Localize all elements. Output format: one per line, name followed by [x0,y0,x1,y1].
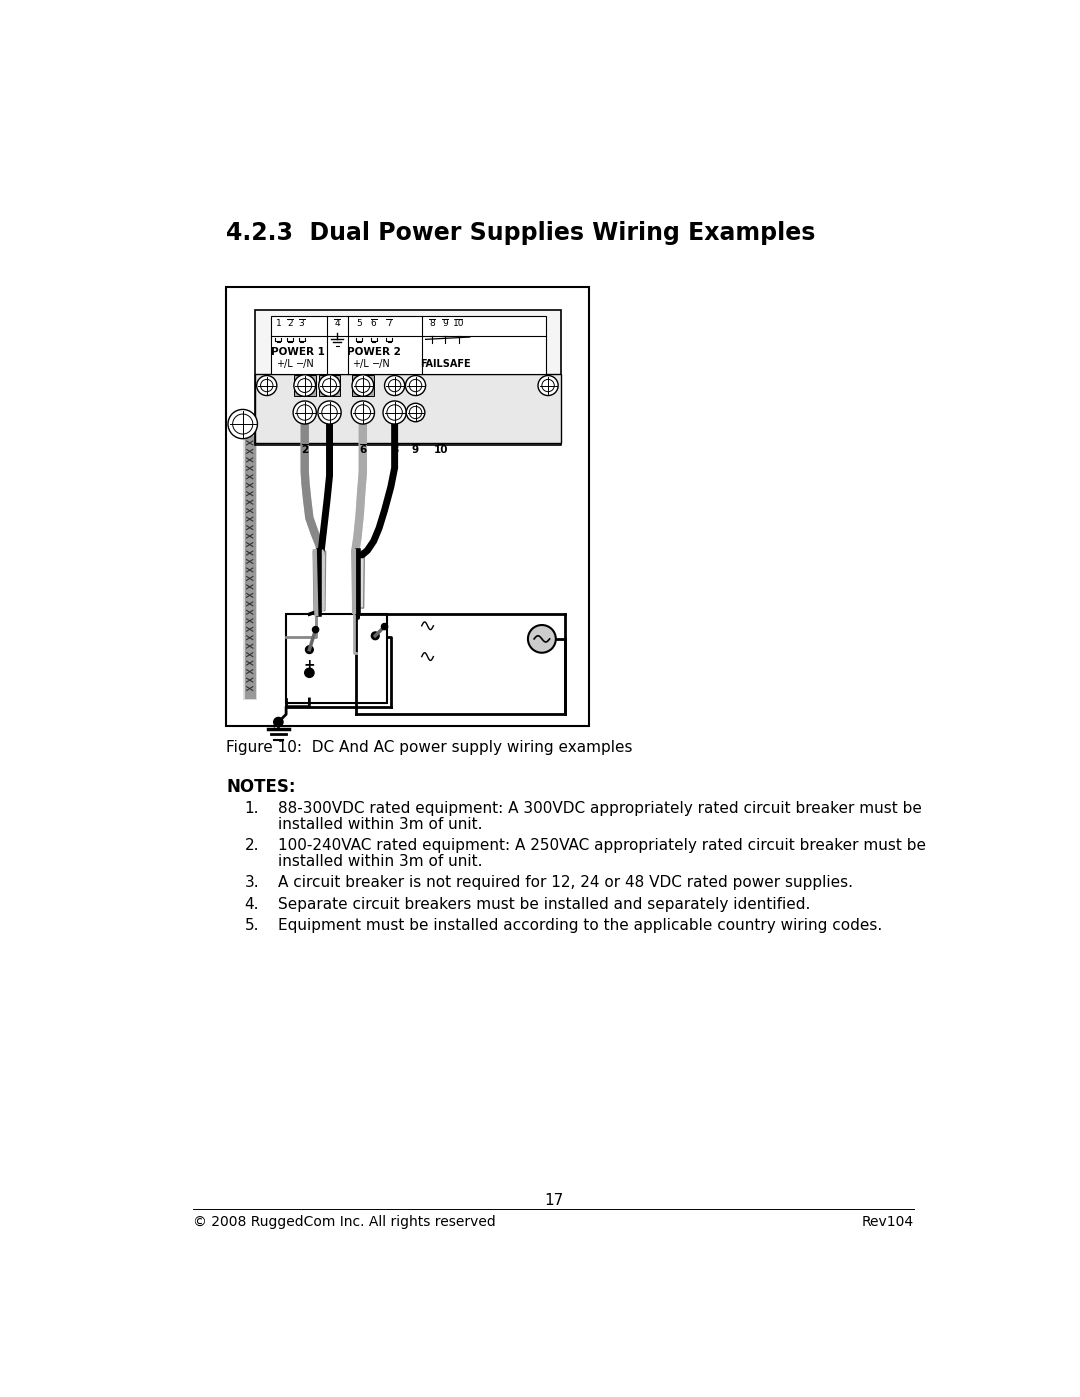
Text: 6: 6 [370,320,377,328]
Circle shape [405,376,426,395]
Circle shape [294,374,315,397]
FancyBboxPatch shape [319,374,340,397]
Text: 2: 2 [287,320,293,328]
Text: 8: 8 [429,320,434,328]
Text: 10: 10 [434,444,448,455]
Text: FAILSAFE: FAILSAFE [420,359,470,369]
Text: 1.: 1. [244,802,259,816]
Text: 4.: 4. [244,897,259,912]
Circle shape [228,409,257,439]
Text: +: + [303,658,315,672]
Text: 7: 7 [387,320,392,328]
Polygon shape [313,550,326,610]
Circle shape [312,627,319,633]
Text: +/L: +/L [276,359,293,369]
Text: 1: 1 [275,320,281,328]
Text: 100-240VAC rated equipment: A 250VAC appropriately rated circuit breaker must be: 100-240VAC rated equipment: A 250VAC app… [279,838,927,854]
Text: Equipment must be installed according to the applicable country wiring codes.: Equipment must be installed according to… [279,918,882,933]
Circle shape [305,668,314,678]
FancyBboxPatch shape [294,374,315,397]
Circle shape [352,374,374,397]
Text: Rev104: Rev104 [862,1215,914,1229]
Text: 5: 5 [356,320,362,328]
Circle shape [384,376,405,395]
Text: POWER 2: POWER 2 [347,346,401,358]
Text: A circuit breaker is not required for 12, 24 or 48 VDC rated power supplies.: A circuit breaker is not required for 12… [279,876,853,890]
Text: 6: 6 [360,444,366,455]
Text: 2: 2 [301,444,309,455]
Text: +/L: +/L [352,359,369,369]
Text: Figure 10:  DC And AC power supply wiring examples: Figure 10: DC And AC power supply wiring… [227,740,633,754]
Circle shape [273,718,283,726]
Polygon shape [286,615,387,703]
Circle shape [293,401,316,425]
Text: 3.: 3. [244,876,259,890]
Text: 88-300VDC rated equipment: A 300VDC appropriately rated circuit breaker must be: 88-300VDC rated equipment: A 300VDC appr… [279,802,922,816]
Text: −/N: −/N [373,359,391,369]
Text: 5.: 5. [244,918,259,933]
Text: Separate circuit breakers must be installed and separately identified.: Separate circuit breakers must be instal… [279,897,811,912]
Text: 3: 3 [299,320,305,328]
Text: © 2008 RuggedCom Inc. All rights reserved: © 2008 RuggedCom Inc. All rights reserve… [193,1215,496,1229]
Circle shape [319,374,340,397]
Circle shape [406,404,424,422]
Circle shape [381,623,388,630]
Text: NOTES:: NOTES: [227,778,296,796]
Text: 4: 4 [326,444,334,455]
Text: 4: 4 [335,320,340,328]
Text: 2.: 2. [244,838,259,854]
Polygon shape [352,550,364,608]
Polygon shape [271,316,545,374]
Circle shape [318,401,341,425]
Circle shape [257,376,276,395]
Text: installed within 3m of unit.: installed within 3m of unit. [279,817,483,831]
Text: 17: 17 [544,1193,563,1208]
Polygon shape [255,374,562,443]
Circle shape [372,631,379,640]
Text: installed within 3m of unit.: installed within 3m of unit. [279,854,483,869]
Circle shape [538,376,558,395]
Text: POWER 1: POWER 1 [271,346,325,358]
Circle shape [528,624,556,652]
Circle shape [306,645,313,654]
Text: 10: 10 [454,320,464,328]
Text: 9: 9 [411,444,419,455]
FancyBboxPatch shape [352,374,374,397]
Text: −/N: −/N [296,359,315,369]
Text: 4.2.3  Dual Power Supplies Wiring Examples: 4.2.3 Dual Power Supplies Wiring Example… [227,221,815,244]
Circle shape [351,401,375,425]
Text: 8: 8 [391,444,399,455]
Text: 9: 9 [442,320,448,328]
Circle shape [383,401,406,425]
Polygon shape [255,310,562,444]
